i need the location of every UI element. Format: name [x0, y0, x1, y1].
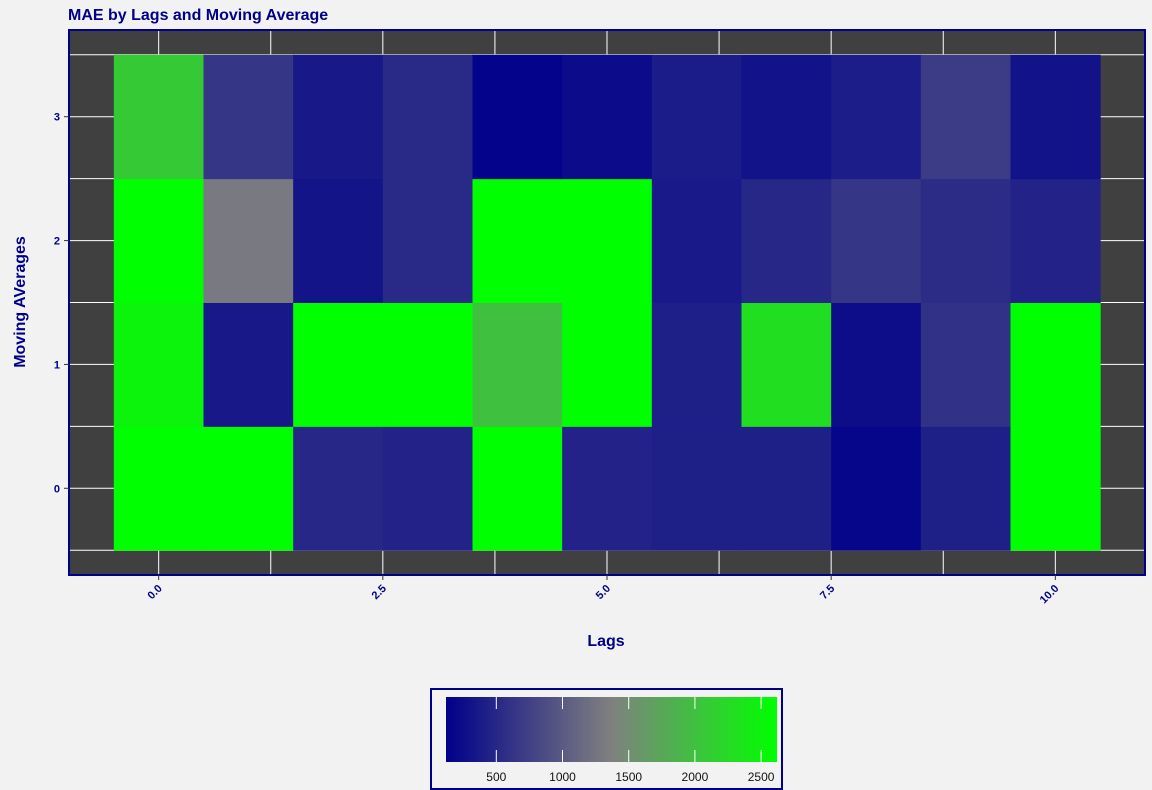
- y-axis-ticks: 0 1 2 3: [54, 112, 69, 495]
- heatmap-tile: [920, 178, 1011, 303]
- legend-tick-label: 500: [486, 770, 506, 784]
- heatmap-tile: [472, 54, 563, 180]
- heatmap-tile: [472, 178, 563, 303]
- heatmap-tile: [382, 54, 473, 180]
- heatmap-tile: [113, 178, 204, 303]
- heatmap-tile: [651, 178, 742, 303]
- heatmap-tile: [562, 178, 653, 303]
- y-axis-title: Moving AVerages: [12, 236, 29, 368]
- heatmap-tile: [382, 426, 473, 551]
- heatmap-tile: [1010, 178, 1101, 303]
- heatmap-tile: [293, 426, 384, 551]
- heatmap-tile: [113, 302, 204, 427]
- heatmap-tile: [203, 302, 294, 427]
- legend-colorbar: [446, 697, 777, 762]
- heatmap-tile: [741, 426, 832, 551]
- heatmap-tile: [920, 426, 1011, 551]
- y-tick-label: 2: [54, 236, 60, 248]
- heatmap-tile: [203, 426, 294, 551]
- heatmap-tile: [1010, 426, 1101, 551]
- x-axis-title: Lags: [587, 633, 624, 650]
- legend-tick-label: 2000: [682, 770, 709, 784]
- x-tick-label: 5.0: [594, 583, 613, 602]
- heatmap-tile: [920, 54, 1011, 180]
- y-tick-label: 0: [54, 483, 60, 495]
- legend-tick-label: 2500: [748, 770, 775, 784]
- heatmap-tile: [562, 54, 653, 180]
- y-tick-label: 1: [54, 359, 60, 371]
- chart-title: MAE by Lags and Moving Average: [68, 7, 328, 24]
- heatmap-tile: [651, 54, 742, 180]
- heatmap-tile: [382, 302, 473, 427]
- heatmap-tile: [741, 302, 832, 427]
- heatmap-tile: [920, 302, 1011, 427]
- x-tick-label: 0.0: [145, 583, 164, 602]
- legend-tick-label: 1000: [549, 770, 576, 784]
- x-tick-label: 7.5: [818, 583, 837, 602]
- heatmap-tiles: [113, 54, 1101, 551]
- heatmap-tile: [651, 302, 742, 427]
- heatmap-tile: [562, 302, 653, 427]
- heatmap-tile: [831, 54, 922, 180]
- heatmap-tile: [741, 178, 832, 303]
- heatmap-tile: [203, 178, 294, 303]
- heatmap-tile: [831, 178, 922, 303]
- heatmap-tile: [651, 426, 742, 551]
- heatmap-tile: [831, 302, 922, 427]
- x-tick-label: 2.5: [370, 583, 389, 602]
- heatmap-tile: [203, 54, 294, 180]
- heatmap-tile: [472, 302, 563, 427]
- legend-tick-label: 1500: [615, 770, 642, 784]
- heatmap-tile: [472, 426, 563, 551]
- heatmap-tile: [293, 302, 384, 427]
- heatmap-tile: [382, 178, 473, 303]
- heatmap-tile: [293, 54, 384, 180]
- x-axis-ticks: 0.0 2.5 5.0 7.5 10.0: [145, 575, 1061, 606]
- heatmap-tile: [741, 54, 832, 180]
- x-tick-label: 10.0: [1038, 583, 1062, 607]
- heatmap-tile: [1010, 302, 1101, 427]
- heatmap-tile: [1010, 54, 1101, 180]
- heatmap-tile: [831, 426, 922, 551]
- heatmap-tile: [293, 178, 384, 303]
- heatmap-tile: [562, 426, 653, 551]
- y-tick-label: 3: [54, 112, 60, 124]
- heatmap-tile: [113, 426, 204, 551]
- heatmap-tile: [113, 54, 204, 180]
- color-legend: 500 1000 1500 2000 2500: [430, 688, 783, 790]
